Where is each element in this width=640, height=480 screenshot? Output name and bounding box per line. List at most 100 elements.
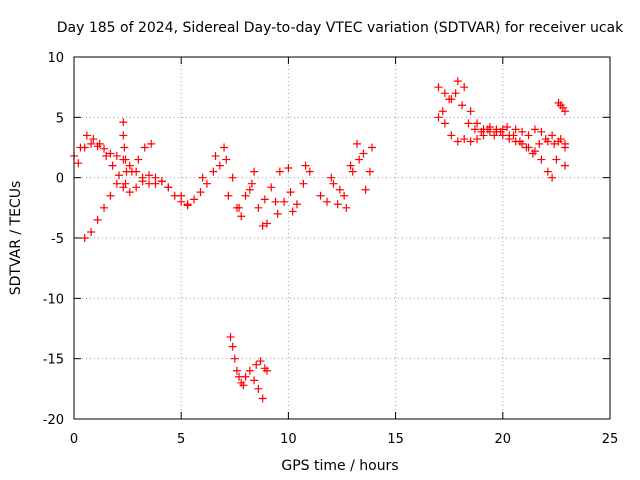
data-point [348,167,357,176]
data-point [518,127,527,136]
data-point [530,147,539,156]
data-point [292,200,301,209]
data-point [164,183,173,192]
data-point [112,151,121,160]
data-point [250,167,259,176]
data-point [273,209,282,218]
data-point [222,155,231,164]
data-point [74,159,83,168]
data-point [451,89,460,98]
data-point [271,197,280,206]
y-tick-label: -10 [43,292,64,307]
axis-ticks: 0 5 10 15 20 25 -20 -15 -10 -5 0 5 10 [43,51,619,447]
data-point [543,167,552,176]
series-track-late-upper [434,77,569,152]
data-point [509,131,518,140]
data-point [82,131,91,140]
data-point [316,191,325,200]
data-point [550,139,559,148]
data-point [145,171,154,180]
data-point [215,161,224,170]
data-point [125,161,134,170]
data-point [258,221,267,230]
data-point [122,167,131,176]
data-point [151,173,160,182]
data-point [120,143,129,152]
data-point [125,188,134,197]
data-point [511,125,520,134]
data-point [530,125,539,134]
series-track-late-lower [434,113,569,182]
data-point [230,354,239,363]
data-point [237,212,246,221]
data-point [112,179,121,188]
data-point [100,203,109,212]
data-point [537,155,546,164]
data-point [220,143,229,152]
series-cluster-mid [177,143,314,230]
data-point [228,173,237,182]
data-point [299,179,308,188]
data-point [447,131,456,140]
y-tick-label: -15 [43,353,64,368]
x-tick-label: 10 [280,432,297,447]
chart-title: Day 185 of 2024, Sidereal Day-to-day VTE… [57,20,624,36]
data-point [453,77,462,86]
data-point [239,381,248,390]
data-point [89,135,98,144]
y-axis-label: SDTVAR / TECUs [8,181,24,296]
data-point [211,151,220,160]
data-point [361,185,370,194]
data-point [102,151,111,160]
data-point [445,95,454,104]
data-point [479,131,488,140]
data-point [262,219,271,228]
x-tick-label: 0 [70,432,78,447]
data-point [286,188,295,197]
data-point [224,191,233,200]
data-point [305,167,314,176]
data-point [340,191,349,200]
data-point [511,137,520,146]
data-point [183,200,192,209]
data-point [365,167,374,176]
data-point [518,139,527,148]
data-point [460,135,469,144]
data-point [552,155,561,164]
data-point [485,127,494,136]
data-point [119,118,128,127]
data-point [232,366,241,375]
data-point [147,139,156,148]
series-cluster-late-mid [316,139,377,212]
data-point [280,197,289,206]
data-point [346,161,355,170]
data-point [335,185,344,194]
data-point [541,135,550,144]
data-point [256,357,265,366]
data-point [560,107,569,116]
data-point [100,144,109,153]
data-point [209,167,218,176]
data-point [353,139,362,148]
data-point [498,131,507,140]
data-point [554,137,563,146]
data-point [226,332,235,341]
data-point [284,164,293,173]
grid-lines [74,57,610,419]
data-point [434,83,443,92]
data-point [106,149,115,158]
data-point [473,135,482,144]
data-point [245,366,254,375]
data-point [260,195,269,204]
data-point [560,161,569,170]
data-point [241,191,250,200]
data-point [260,364,269,373]
data-point [254,384,263,393]
x-tick-label: 25 [602,432,619,447]
data-point [453,137,462,146]
data-point [258,394,267,403]
data-point [93,142,102,151]
data-point [440,89,449,98]
data-point [275,167,284,176]
data-point [492,125,501,134]
